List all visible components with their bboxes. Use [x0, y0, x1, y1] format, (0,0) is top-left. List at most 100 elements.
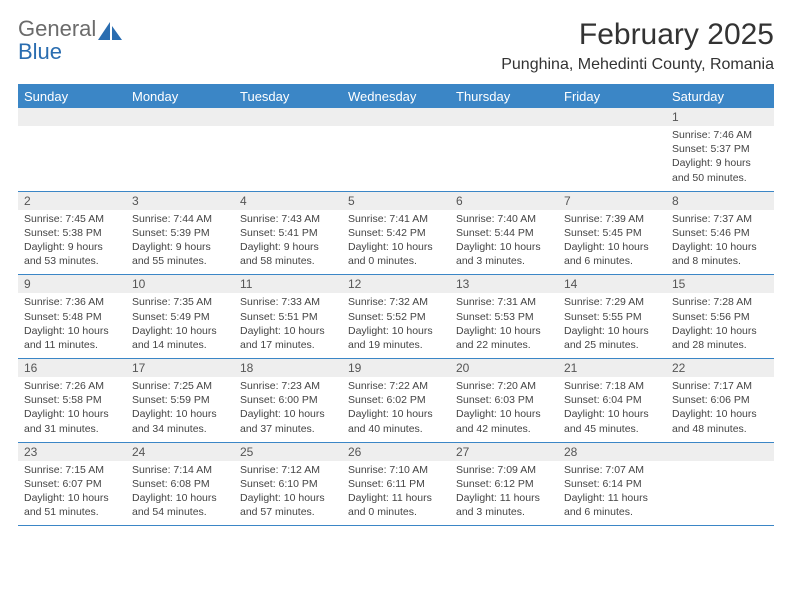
weekday-monday: Monday [126, 85, 234, 108]
sunrise-text: Sunrise: 7:23 AM [240, 379, 336, 393]
daylight-text-line1: Daylight: 10 hours [672, 407, 768, 421]
day-number [126, 108, 234, 126]
daylight-text-line2: and 0 minutes. [348, 505, 444, 519]
weekday-tuesday: Tuesday [234, 85, 342, 108]
sunset-text: Sunset: 5:58 PM [24, 393, 120, 407]
sunset-text: Sunset: 5:48 PM [24, 310, 120, 324]
daylight-text-line2: and 58 minutes. [240, 254, 336, 268]
day-cell: Sunrise: 7:44 AMSunset: 5:39 PMDaylight:… [126, 210, 234, 275]
daylight-text-line1: Daylight: 10 hours [348, 407, 444, 421]
day-details-row: Sunrise: 7:36 AMSunset: 5:48 PM Daylight:… [18, 293, 774, 358]
daylight-text-line1: Daylight: 10 hours [24, 491, 120, 505]
sunset-text: Sunset: 5:59 PM [132, 393, 228, 407]
daylight-text-line2: and 17 minutes. [240, 338, 336, 352]
sunset-text: Sunset: 6:14 PM [564, 477, 660, 491]
daylight-text-line1: Daylight: 10 hours [456, 324, 552, 338]
day-number: 21 [558, 359, 666, 377]
sunset-text: Sunset: 5:55 PM [564, 310, 660, 324]
logo-text-block: General Blue [18, 18, 96, 64]
daylight-text-line2: and 25 minutes. [564, 338, 660, 352]
day-cell: Sunrise: 7:14 AMSunset: 6:08 PMDaylight:… [126, 461, 234, 526]
week-block: 232425262728Sunrise: 7:15 AMSunset: 6:07… [18, 443, 774, 527]
day-cell: Sunrise: 7:40 AMSunset: 5:44 PMDaylight:… [450, 210, 558, 275]
daylight-text-line2: and 19 minutes. [348, 338, 444, 352]
sunrise-text: Sunrise: 7:31 AM [456, 295, 552, 309]
day-number [558, 108, 666, 126]
daylight-text-line1: Daylight: 10 hours [672, 240, 768, 254]
sunrise-text: Sunrise: 7:37 AM [672, 212, 768, 226]
sunrise-text: Sunrise: 7:32 AM [348, 295, 444, 309]
sunrise-text: Sunrise: 7:36 AM [24, 295, 120, 309]
calendar: Sunday Monday Tuesday Wednesday Thursday… [18, 84, 774, 526]
sunrise-text: Sunrise: 7:44 AM [132, 212, 228, 226]
weekday-header: Sunday Monday Tuesday Wednesday Thursday… [18, 85, 774, 108]
sunrise-text: Sunrise: 7:22 AM [348, 379, 444, 393]
day-details-row: Sunrise: 7:46 AMSunset: 5:37 PMDaylight:… [18, 126, 774, 191]
day-number: 11 [234, 275, 342, 293]
day-cell [450, 126, 558, 191]
sunrise-text: Sunrise: 7:14 AM [132, 463, 228, 477]
week-block: 9101112131415 Sunrise: 7:36 AMSunset: 5:4… [18, 275, 774, 359]
day-number: 6 [450, 192, 558, 210]
day-number: 13 [450, 275, 558, 293]
day-number-row: 9101112131415 [18, 275, 774, 293]
day-cell [126, 126, 234, 191]
day-number [450, 108, 558, 126]
daylight-text-line1: Daylight: 11 hours [348, 491, 444, 505]
sunrise-text: Sunrise: 7:40 AM [456, 212, 552, 226]
day-number: 28 [558, 443, 666, 461]
sunset-text: Sunset: 5:44 PM [456, 226, 552, 240]
day-cell [666, 461, 774, 526]
day-cell: Sunrise: 7:23 AMSunset: 6:00 PMDaylight:… [234, 377, 342, 442]
day-number: 27 [450, 443, 558, 461]
day-cell: Sunrise: 7:33 AMSunset: 5:51 PMDaylight:… [234, 293, 342, 358]
daylight-text-line2: and 42 minutes. [456, 422, 552, 436]
daylight-text-line1: Daylight: 10 hours [672, 324, 768, 338]
day-number: 4 [234, 192, 342, 210]
daylight-text-line2: and 54 minutes. [132, 505, 228, 519]
day-cell: Sunrise: 7:36 AMSunset: 5:48 PMDaylight:… [18, 293, 126, 358]
daylight-text-line1: Daylight: 10 hours [240, 324, 336, 338]
sunset-text: Sunset: 6:06 PM [672, 393, 768, 407]
day-cell: Sunrise: 7:46 AMSunset: 5:37 PMDaylight:… [666, 126, 774, 191]
logo: General Blue [18, 18, 124, 64]
daylight-text-line2: and 6 minutes. [564, 505, 660, 519]
logo-word-blue: Blue [18, 39, 62, 64]
day-cell: Sunrise: 7:20 AMSunset: 6:03 PMDaylight:… [450, 377, 558, 442]
daylight-text-line2: and 34 minutes. [132, 422, 228, 436]
day-number: 25 [234, 443, 342, 461]
daylight-text-line1: Daylight: 10 hours [348, 240, 444, 254]
day-number: 12 [342, 275, 450, 293]
title-block: February 2025 Punghina, Mehedinti County… [501, 18, 774, 74]
daylight-text-line2: and 40 minutes. [348, 422, 444, 436]
day-cell: Sunrise: 7:31 AMSunset: 5:53 PMDaylight:… [450, 293, 558, 358]
weekday-thursday: Thursday [450, 85, 558, 108]
day-number: 14 [558, 275, 666, 293]
day-cell: Sunrise: 7:10 AMSunset: 6:11 PMDaylight:… [342, 461, 450, 526]
week-block: 1Sunrise: 7:46 AMSunset: 5:37 PMDaylight… [18, 108, 774, 192]
weekday-wednesday: Wednesday [342, 85, 450, 108]
day-number-row: 16171819202122 [18, 359, 774, 377]
sunrise-text: Sunrise: 7:09 AM [456, 463, 552, 477]
sunset-text: Sunset: 5:38 PM [24, 226, 120, 240]
day-cell: Sunrise: 7:25 AMSunset: 5:59 PMDaylight:… [126, 377, 234, 442]
daylight-text-line1: Daylight: 10 hours [132, 407, 228, 421]
day-number: 26 [342, 443, 450, 461]
day-number [342, 108, 450, 126]
weeks-container: 1Sunrise: 7:46 AMSunset: 5:37 PMDaylight… [18, 108, 774, 526]
day-cell: Sunrise: 7:29 AMSunset: 5:55 PMDaylight:… [558, 293, 666, 358]
day-cell: Sunrise: 7:37 AMSunset: 5:46 PMDaylight:… [666, 210, 774, 275]
day-details-row: Sunrise: 7:26 AMSunset: 5:58 PMDaylight:… [18, 377, 774, 442]
day-cell: Sunrise: 7:39 AMSunset: 5:45 PMDaylight:… [558, 210, 666, 275]
day-number: 2 [18, 192, 126, 210]
sunrise-text: Sunrise: 7:35 AM [132, 295, 228, 309]
daylight-text-line2: and 14 minutes. [132, 338, 228, 352]
daylight-text-line1: Daylight: 10 hours [240, 407, 336, 421]
daylight-text-line2: and 11 minutes. [24, 338, 120, 352]
sunset-text: Sunset: 5:53 PM [456, 310, 552, 324]
day-cell: Sunrise: 7:32 AMSunset: 5:52 PMDaylight:… [342, 293, 450, 358]
sunrise-text: Sunrise: 7:12 AM [240, 463, 336, 477]
day-cell: Sunrise: 7:18 AMSunset: 6:04 PMDaylight:… [558, 377, 666, 442]
day-number: 22 [666, 359, 774, 377]
sunset-text: Sunset: 5:45 PM [564, 226, 660, 240]
